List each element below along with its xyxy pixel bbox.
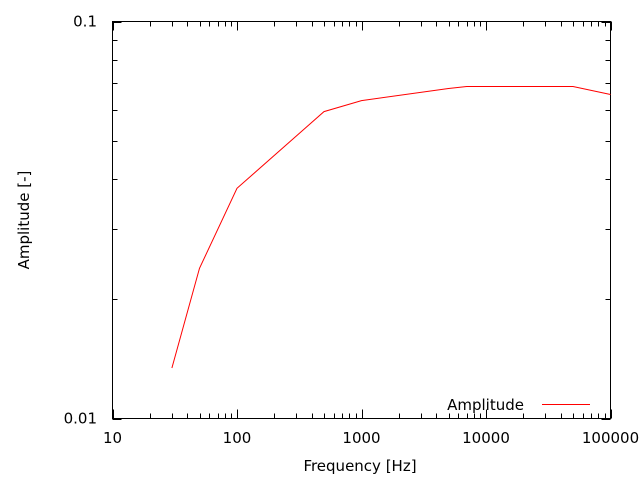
x-axis-label: Frequency [Hz] (303, 457, 416, 475)
x-tick-label: 100 (223, 429, 252, 447)
y-tick-labels: 0.01 0.1 (64, 13, 97, 428)
legend-label: Amplitude (447, 396, 524, 414)
x-tick-labels: 10 100 1000 10000 100000 (103, 429, 639, 447)
legend: Amplitude (447, 396, 590, 414)
axis-ticks (112, 21, 612, 420)
plot-border (112, 21, 611, 419)
y-tick-label: 0.1 (73, 13, 97, 31)
x-tick-label: 100000 (582, 429, 639, 447)
y-tick-label: 0.01 (64, 410, 97, 428)
series-line-amplitude (171, 86, 611, 369)
x-tick-label: 10000 (462, 429, 510, 447)
x-tick-label: 1000 (342, 429, 380, 447)
x-tick-label: 10 (103, 429, 122, 447)
y-axis-label: Amplitude [-] (15, 171, 33, 270)
series-layer (171, 86, 611, 369)
